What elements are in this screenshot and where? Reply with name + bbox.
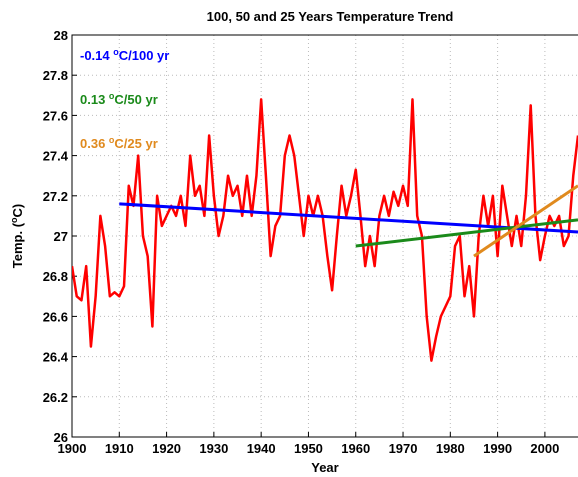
x-tick-label: 1970 — [389, 441, 418, 456]
y-tick-label: 28 — [54, 28, 68, 43]
x-tick-label: 1920 — [152, 441, 181, 456]
y-tick-label: 26.6 — [43, 309, 68, 324]
temperature-line — [72, 98, 578, 362]
y-tick-label: 27.2 — [43, 189, 68, 204]
x-tick-label: 1950 — [294, 441, 323, 456]
plot-lines — [72, 98, 578, 362]
y-tick-label: 26.4 — [43, 350, 69, 365]
y-tick-label: 27 — [54, 229, 68, 244]
x-tick-label: 1980 — [436, 441, 465, 456]
y-tick-label: 27.8 — [43, 68, 68, 83]
x-tick-label: 1910 — [105, 441, 134, 456]
x-tick-label: 1940 — [247, 441, 276, 456]
trend-label: 0.13 oC/50 yr — [80, 91, 158, 107]
chart-title: 100, 50 and 25 Years Temperature Trend — [207, 9, 454, 24]
y-tick-label: 26.8 — [43, 269, 68, 284]
axis-frame — [71, 34, 578, 438]
trend-label-value: 0.36 — [80, 136, 109, 151]
y-tick-label: 26.2 — [43, 390, 68, 405]
y-tick-label: 27.4 — [43, 149, 69, 164]
trend-label-sup: o — [113, 47, 119, 57]
y-tick-label: 27.6 — [43, 108, 68, 123]
trend-label-unit: C/50 yr — [114, 92, 157, 107]
x-tick-label: 1930 — [199, 441, 228, 456]
x-tick-label: 1990 — [483, 441, 512, 456]
trend-label-unit: C/100 yr — [119, 48, 170, 63]
trend-label-value: 0.13 — [80, 92, 109, 107]
x-tick-label: 2000 — [530, 441, 559, 456]
x-axis-label: Year — [311, 460, 338, 475]
trend-label-sup: o — [109, 91, 115, 101]
trend-line — [355, 218, 578, 248]
trend-label-unit: C/25 yr — [114, 136, 157, 151]
y-tick-label: 26 — [54, 430, 68, 445]
trend-label: -0.14 oC/100 yr — [80, 47, 169, 63]
x-tick-label: 1900 — [58, 441, 87, 456]
x-tick-label: 1960 — [341, 441, 370, 456]
trend-line — [473, 184, 578, 258]
trend-label: 0.36 oC/25 yr — [80, 135, 158, 151]
trend-label-value: -0.14 — [80, 48, 113, 63]
trend-line — [119, 202, 578, 234]
y-axis-label: Temp. (oC) — [9, 204, 25, 268]
trend-label-sup: o — [109, 135, 115, 145]
